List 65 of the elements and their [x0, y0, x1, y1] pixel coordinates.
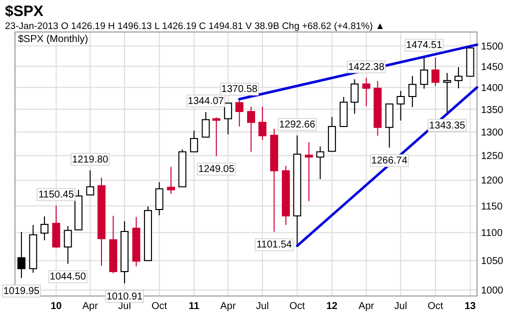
annotation: 1370.58: [221, 84, 258, 96]
y-tick-label: 1050: [481, 256, 504, 268]
candlestick: [316, 146, 324, 180]
x-tick-label: Apr: [82, 301, 99, 312]
y-tick-label: 1000: [481, 285, 504, 296]
candlestick: [235, 100, 244, 127]
candlestick: [212, 116, 220, 157]
chart-subtitle: 23-Jan-2013 O 1426.19 H 1496.13 L 1426.19 C 1494.81 V 38.9B Chg +68.62 (+4.81%) ▲: [5, 21, 385, 32]
annotation: 1474.51: [406, 40, 443, 52]
x-tick-label: Oct: [428, 301, 444, 312]
x-tick-label: Jul: [394, 301, 408, 312]
y-tick-label: 1150: [481, 201, 503, 212]
x-tick-label: 13: [464, 301, 476, 312]
annotation: 1101.54: [256, 240, 292, 251]
candlestick: [155, 182, 164, 216]
candlestick: [17, 232, 26, 279]
annotation: 1019.95: [3, 286, 40, 298]
x-tick-label: 12: [326, 301, 338, 312]
candlestick: [350, 78, 359, 114]
candlestick: [396, 90, 405, 122]
candlestick: [420, 56, 428, 90]
candlestick: [385, 103, 394, 148]
candlestick: [40, 216, 48, 241]
candlestick: [431, 57, 440, 87]
x-tick-label: Oct: [152, 301, 168, 312]
x-tick-label: Apr: [220, 301, 237, 312]
chart-title: $SPX: [5, 3, 44, 20]
x-tick-label: 10: [50, 301, 62, 312]
candlestick: [202, 111, 210, 138]
candlestick: [167, 166, 176, 194]
y-tick-label: 1100: [481, 228, 503, 240]
x-tick-label: Oct: [289, 301, 306, 312]
candlestick: [443, 72, 452, 113]
x-tick-label: Apr: [358, 301, 375, 312]
annotation: 1219.80: [72, 154, 109, 166]
candlestick: [86, 170, 94, 196]
annotation: $SPX (Monthly): [18, 34, 88, 45]
x-tick-label: Jul: [256, 301, 269, 312]
candlestick: [247, 106, 256, 152]
annotation: 1344.07: [188, 96, 224, 107]
annotation: 1044.50: [50, 272, 86, 283]
annotation: 1010.91: [106, 291, 144, 302]
y-tick-label: 1400: [481, 82, 504, 94]
y-tick-label: 1350: [481, 104, 504, 116]
y-tick-label: 1300: [481, 128, 504, 139]
annotation: 1343.35: [429, 120, 466, 132]
candlestick: [258, 106, 266, 140]
candlestick: [304, 142, 313, 202]
candlestick: [454, 66, 462, 89]
annotation: 1266.74: [371, 156, 408, 167]
y-tick-label: 1250: [481, 151, 504, 162]
y-tick-label: 1450: [481, 62, 504, 73]
y-tick-label: 1500: [481, 41, 504, 52]
candlestick: [64, 226, 72, 264]
y-tick-label: 1200: [481, 176, 504, 187]
annotation: 1292.66: [279, 119, 316, 130]
annotation: 1150.45: [38, 190, 74, 201]
candlestick: [190, 130, 198, 152]
candlestick: [362, 77, 370, 107]
annotation: 1422.38: [348, 62, 385, 73]
annotation: 1249.05: [198, 164, 235, 176]
x-tick-label: 11: [188, 301, 200, 312]
candlestick: [408, 75, 416, 108]
candlestick: [52, 205, 60, 249]
x-tick-label: Jul: [118, 301, 131, 312]
